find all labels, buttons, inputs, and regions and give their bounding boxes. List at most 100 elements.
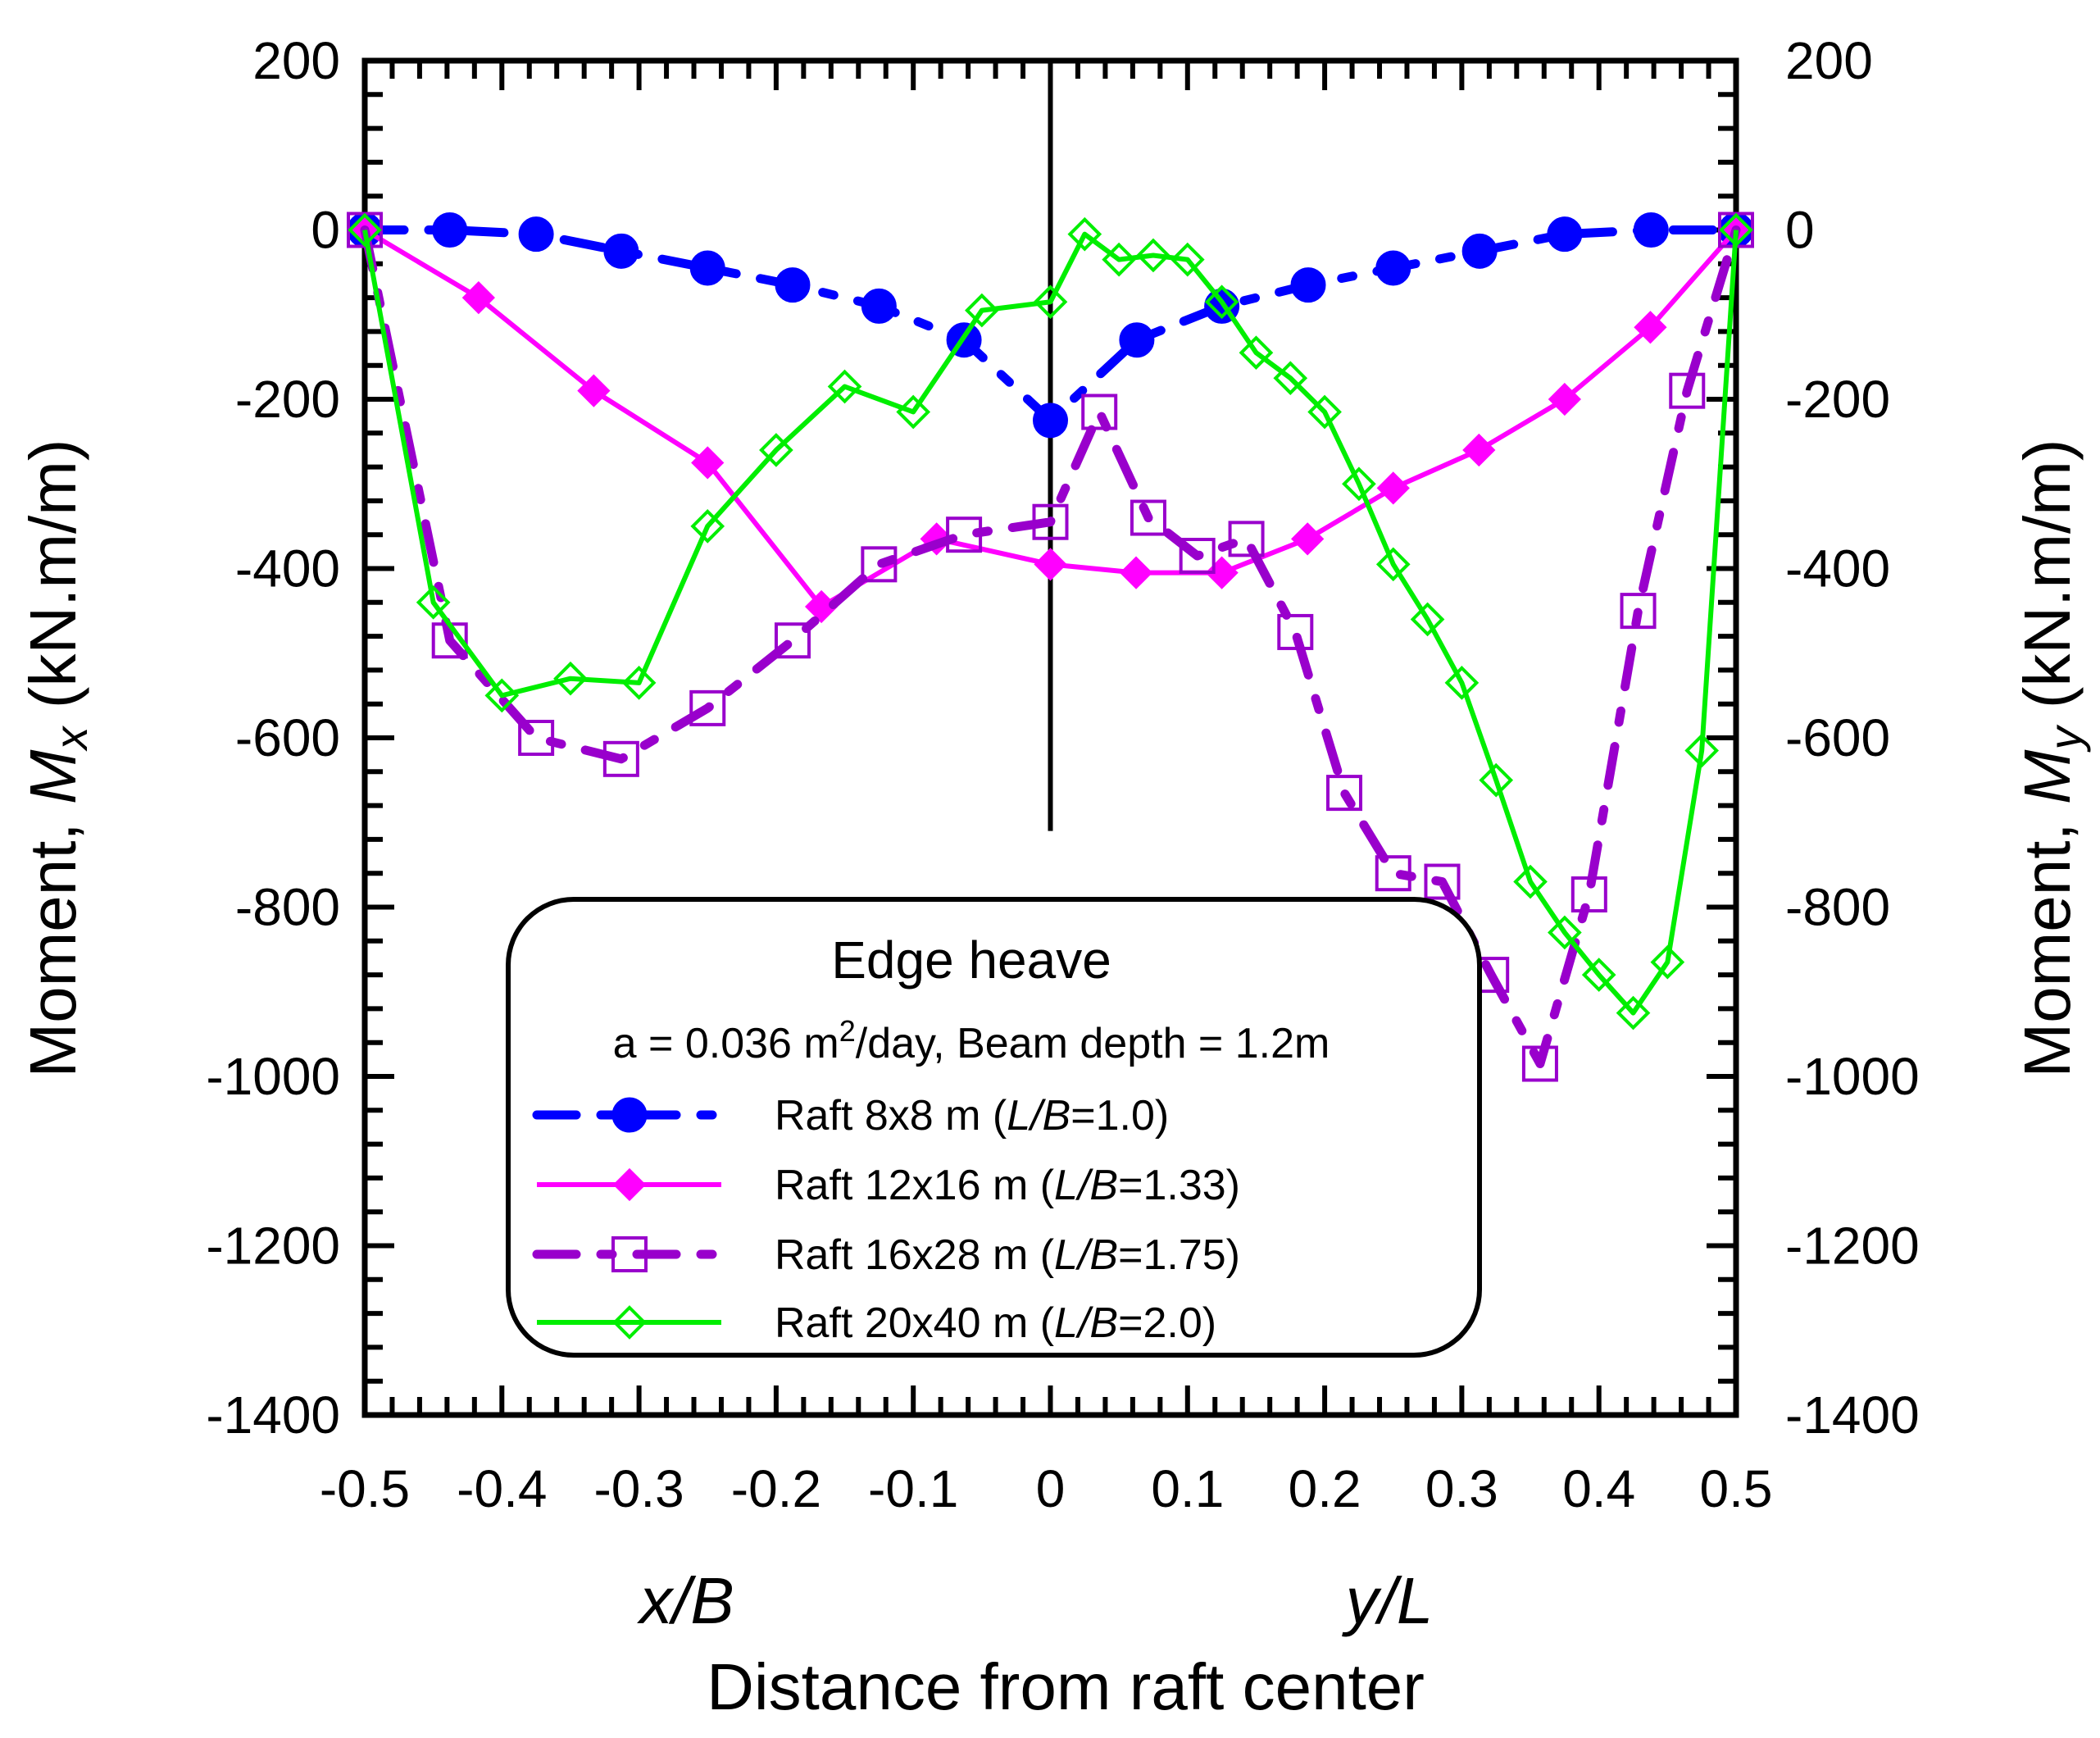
- y-tick-label-left: -1200: [206, 1217, 340, 1276]
- legend-subtitle-sup: 2: [839, 1014, 856, 1048]
- legend-entry-label: Raft 16x28 m (L/B=1.75): [775, 1231, 1240, 1279]
- series-2-point: [1548, 382, 1581, 416]
- series-4-point: [1650, 944, 1685, 980]
- x-tick-label: -0.4: [457, 1459, 547, 1518]
- legend-subtitle: a = 0.036 m2/day, Beam depth = 1.2m: [613, 1014, 1330, 1067]
- x-tick-label: 0.4: [1562, 1459, 1635, 1518]
- series-2-point: [1291, 522, 1325, 556]
- x-tick-label: -0.2: [731, 1459, 821, 1518]
- series-3-point: [1424, 863, 1461, 900]
- series-4-point: [1170, 242, 1205, 277]
- series-2-point: [1634, 311, 1667, 344]
- series-1-point: [518, 216, 554, 253]
- legend-swatch-marker: [611, 1236, 648, 1272]
- legend-entry-3: Raft 16x28 m (L/B=1.75): [532, 1231, 1240, 1279]
- series-3-point: [1375, 855, 1411, 892]
- series-3-point: [1179, 538, 1216, 575]
- series-1-point: [689, 250, 725, 286]
- legend-label-pre: Raft 12x16 m (: [775, 1162, 1055, 1209]
- series-4-point: [1410, 602, 1445, 637]
- series-4-point: [1719, 212, 1753, 248]
- y-tick-label-right: 200: [1785, 31, 1873, 90]
- series-3-point: [1032, 503, 1069, 540]
- series-4-point: [621, 666, 657, 700]
- series-2-point: [1462, 433, 1496, 467]
- series-1-point: [1461, 233, 1498, 269]
- x-tick-label: 0.2: [1289, 1459, 1361, 1518]
- legend-label-pre: Raft 20x40 m (: [775, 1299, 1055, 1347]
- series-2-point: [1034, 548, 1067, 581]
- series-4-point: [1444, 666, 1480, 700]
- series-3-line: [360, 225, 1741, 1069]
- y-axis-right-title: Moment, My (kN.m/m): [2011, 439, 2091, 1077]
- series-4-point: [1684, 733, 1720, 768]
- legend-label-var: L/B: [1007, 1092, 1070, 1140]
- series-1-point: [1633, 212, 1669, 248]
- series-4-point: [416, 585, 451, 620]
- series-4-point: [1307, 394, 1342, 430]
- series-3-point: [774, 622, 811, 659]
- series-4-point: [1342, 466, 1376, 502]
- y-tick-label-right: -400: [1785, 539, 1890, 598]
- legend-entry-4: Raft 20x40 m (L/B=2.0): [537, 1299, 1216, 1347]
- legend-swatch-marker: [612, 1167, 647, 1202]
- y-tick-label-right: 0: [1785, 201, 1815, 260]
- y-left-title-main: Moment,: [16, 804, 89, 1077]
- y-left-title-var: M: [16, 749, 89, 804]
- series-4-point: [965, 293, 999, 328]
- series-4: [348, 212, 1753, 1031]
- series-4-point: [1239, 335, 1274, 371]
- series-1-point: [1033, 403, 1068, 439]
- legend-label-post: =1.33): [1118, 1162, 1240, 1209]
- legend-title: Edge heave: [831, 930, 1111, 990]
- series-1-point: [1375, 250, 1411, 286]
- legend-entry-label: Raft 12x16 m (L/B=1.33): [775, 1162, 1240, 1209]
- legend-entry-label: Raft 20x40 m (L/B=2.0): [775, 1299, 1216, 1347]
- x-tick-label: 0: [1036, 1459, 1066, 1518]
- y-tick-label-right: -600: [1785, 708, 1890, 767]
- legend-subtitle-pre: a = 0.036 m: [613, 1020, 839, 1067]
- series-1-point: [775, 267, 811, 303]
- series-4-point: [759, 433, 793, 467]
- series-3-point: [1669, 372, 1706, 409]
- series-3-point: [861, 546, 898, 583]
- legend-label-post: =2.0): [1118, 1299, 1216, 1347]
- x-tick-label: -0.3: [593, 1459, 684, 1518]
- series-3-point: [1326, 775, 1363, 812]
- y-tick-label-right: -800: [1785, 878, 1890, 937]
- y-tick-label-left: -400: [235, 539, 340, 598]
- y-axis-left-title: Moment, Mx (kN.m/m): [16, 439, 97, 1077]
- legend-label-post: =1.75): [1118, 1231, 1240, 1279]
- series-2-point: [577, 374, 611, 407]
- y-tick-label-right: -1000: [1785, 1047, 1920, 1106]
- series-4-point: [553, 661, 588, 696]
- series-3-point: [946, 516, 983, 553]
- series-1-point: [432, 212, 468, 248]
- y-right-title-sub: y: [2039, 724, 2091, 753]
- y-tick-label-left: 200: [252, 31, 340, 90]
- series-3-point: [602, 740, 639, 777]
- series-4-point: [690, 509, 725, 544]
- legend-swatch-marker: [611, 1097, 648, 1133]
- legend-subtitle-post: /day, Beam depth = 1.2m: [856, 1020, 1330, 1067]
- y-tick-label-left: -600: [235, 708, 340, 767]
- y-right-title-unit: (kN.m/m): [2011, 439, 2084, 726]
- x-tick-label: 0.1: [1151, 1459, 1224, 1518]
- x-tick-label: -0.1: [868, 1459, 958, 1518]
- y-right-title-main: Moment,: [2011, 804, 2084, 1077]
- x-tick-label: 0.5: [1700, 1459, 1773, 1518]
- x-axis-left-label: x/B: [636, 1564, 734, 1637]
- y-right-title-var: M: [2011, 749, 2084, 804]
- y-left-title-sub: x: [45, 725, 97, 752]
- series-4-point: [1204, 284, 1239, 320]
- legend-label-var: L/B: [1054, 1231, 1118, 1279]
- series-2-point: [461, 280, 495, 315]
- series-2-point: [1119, 556, 1153, 589]
- series-4-point: [1548, 915, 1582, 950]
- series-4-point: [1513, 864, 1548, 899]
- legend-entry-label: Raft 8x8 m (L/B=1.0): [775, 1092, 1169, 1140]
- series-4-point: [1273, 361, 1308, 396]
- legend-box: [506, 897, 1482, 1358]
- series-2-point: [1376, 471, 1410, 505]
